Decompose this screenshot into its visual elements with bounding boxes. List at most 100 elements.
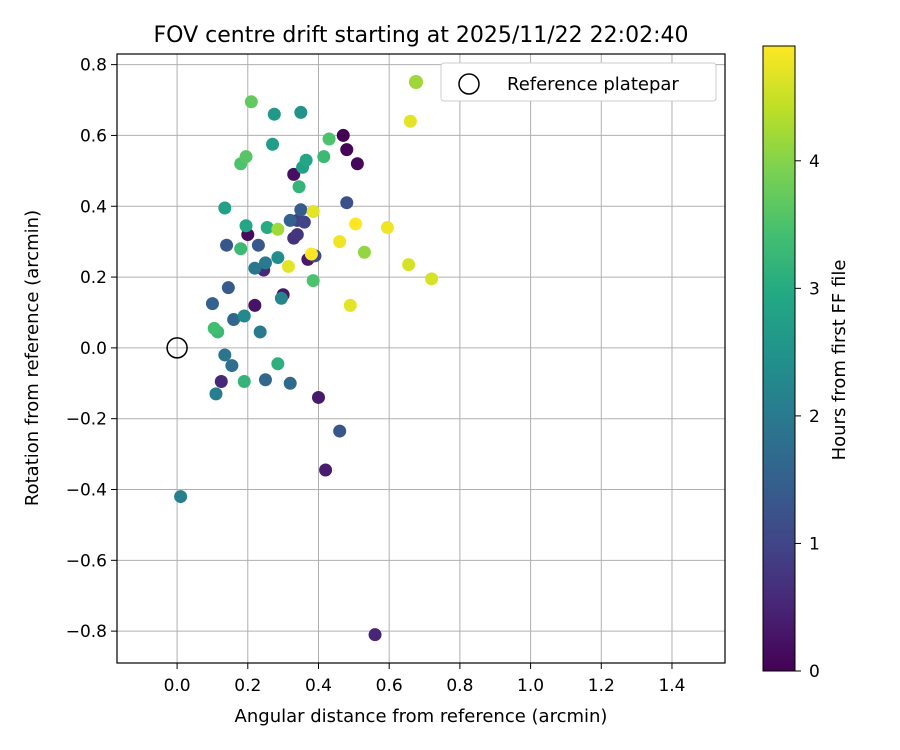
data-point (239, 219, 253, 233)
x-tick-label: 1.4 (658, 676, 685, 696)
data-point (225, 359, 239, 373)
legend-reference-marker (458, 73, 480, 95)
data-point (368, 628, 382, 642)
data-point (281, 259, 295, 273)
data-point (380, 220, 394, 234)
legend-box (440, 62, 717, 102)
data-point (218, 348, 232, 362)
data-point (283, 376, 297, 390)
data-point (271, 357, 285, 371)
data-point (402, 258, 416, 272)
colorbar-tick-label: 2 (809, 407, 820, 427)
x-tick-label: 0.8 (446, 676, 473, 696)
reference-point (166, 337, 188, 359)
data-point (260, 220, 274, 234)
y-tick-label: −0.2 (66, 410, 107, 430)
data-point (274, 291, 288, 305)
data-point (290, 228, 304, 242)
y-tick-label: 0.4 (80, 197, 107, 217)
y-tick-label: 0.6 (80, 126, 107, 146)
y-tick-label: −0.8 (66, 622, 107, 642)
x-tick-label: 1.2 (588, 676, 615, 696)
data-point (248, 261, 262, 275)
data-point (319, 463, 333, 477)
data-point (425, 272, 439, 286)
data-point (266, 137, 280, 151)
data-point (251, 238, 265, 252)
x-tick-label: 0.6 (376, 676, 403, 696)
data-point (267, 107, 281, 121)
data-point (304, 247, 318, 261)
y-tick-label: 0.2 (80, 268, 107, 288)
y-axis-label: Rotation from reference (arcmin) (22, 210, 43, 506)
data-point (283, 213, 297, 227)
y-tick-label: 0.8 (80, 56, 107, 76)
data-point (214, 375, 228, 389)
x-tick-label: 0.0 (164, 676, 191, 696)
x-axis-label: Angular distance from reference (arcmin) (235, 706, 608, 727)
y-tick-label: 0.0 (80, 339, 107, 359)
data-point (234, 242, 248, 256)
data-point (333, 235, 347, 249)
data-point (258, 256, 272, 270)
legend-label: Reference platepar (507, 74, 679, 95)
colorbar-ticks: 0 1 2 3 4 (795, 152, 820, 682)
y-tick-label: −0.4 (66, 481, 107, 501)
data-point (294, 203, 308, 217)
colorbar-tick-label: 4 (809, 152, 820, 172)
data-point (349, 217, 363, 231)
data-point (299, 153, 313, 167)
data-point (271, 222, 285, 236)
plot-frame (116, 53, 726, 664)
x-tick-label: 1.0 (517, 676, 544, 696)
colorbar-tick-label: 0 (809, 662, 820, 682)
y-axis-ticks: −0.8 −0.6 −0.4 −0.2 0.0 0.2 0.4 0.6 0.8 (66, 56, 117, 642)
x-axis-ticks: 0.0 0.2 0.4 0.6 0.8 1.0 1.2 1.4 (164, 663, 686, 696)
data-point (248, 298, 262, 312)
data-point (340, 196, 354, 210)
x-tick-label: 0.2 (234, 676, 261, 696)
data-point (174, 490, 188, 504)
data-point (343, 298, 357, 312)
data-point (244, 95, 258, 109)
data-point (311, 390, 325, 404)
data-point (292, 180, 306, 194)
colorbar-tick-label: 3 (809, 279, 820, 299)
data-point (403, 114, 417, 128)
data-point (207, 321, 221, 335)
data-point (287, 167, 301, 181)
data-points (174, 95, 439, 642)
data-point (258, 373, 272, 387)
data-point (350, 157, 364, 171)
legend: Reference platepar (409, 62, 717, 102)
data-point (357, 245, 371, 259)
data-point (237, 309, 251, 323)
chart-title: FOV centre drift starting at 2025/11/22 … (154, 23, 689, 48)
legend-data-marker (409, 75, 423, 89)
data-point (218, 201, 232, 215)
data-point (333, 424, 347, 438)
data-point (227, 313, 241, 327)
data-point (336, 128, 350, 142)
data-point (306, 274, 320, 288)
data-point (271, 251, 285, 265)
data-point (221, 281, 235, 295)
data-point (209, 387, 223, 401)
data-point (340, 143, 354, 157)
reference-platepar-marker (166, 337, 188, 359)
x-tick-label: 0.4 (305, 676, 332, 696)
data-point (239, 150, 253, 164)
data-point (297, 215, 311, 229)
data-point (253, 325, 267, 339)
data-point (237, 375, 251, 389)
colorbar (762, 45, 796, 672)
colorbar-tick-label: 1 (809, 534, 820, 554)
data-point (322, 132, 336, 146)
data-point (205, 297, 219, 311)
data-point (317, 150, 331, 164)
colorbar-label: Hours from first FF file (829, 260, 850, 461)
data-point (294, 105, 308, 119)
y-tick-label: −0.6 (66, 551, 107, 571)
